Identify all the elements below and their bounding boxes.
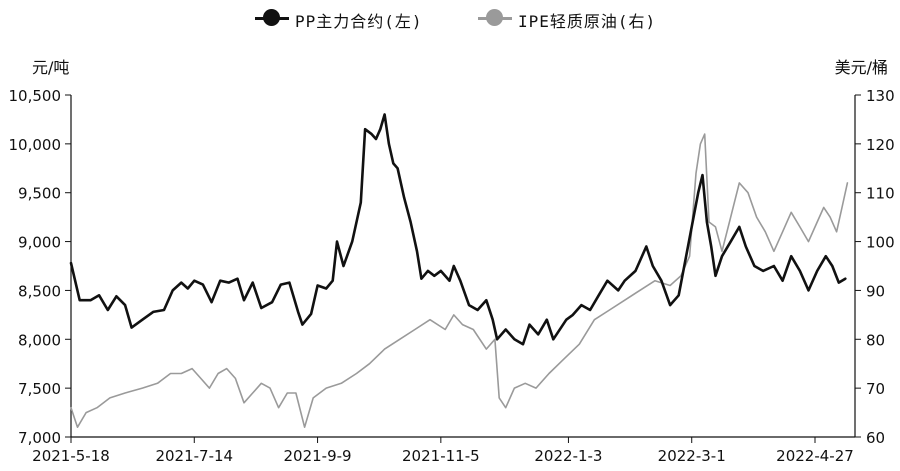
chart-legend: PP主力合约(左) IPE轻质原油(右): [0, 6, 900, 31]
x-tick-label: 2022-1-3: [534, 447, 602, 465]
y-right-tick-label: 70: [866, 380, 885, 398]
y-left-tick-label: 10,000: [9, 136, 62, 154]
legend-item-ipe: IPE轻质原油(右): [478, 6, 698, 31]
x-tick-label: 2021-11-5: [402, 447, 480, 465]
y-right-tick-label: 100: [866, 234, 895, 252]
chart-plot-area: [69, 113, 849, 428]
series-line-ipe: [70, 133, 849, 428]
y-left-tick-label: 9,000: [18, 234, 61, 252]
y-left-tick-label: 8,500: [18, 282, 61, 300]
y-left-tick-label: 8,000: [18, 331, 61, 349]
x-tick-label: 2022-3-1: [658, 447, 726, 465]
legend-label-ipe: IPE轻质原油(右): [518, 12, 657, 31]
y-right-tick-label: 60: [866, 429, 885, 447]
y-right-tick-label: 90: [866, 282, 885, 300]
y-left-unit-label: 元/吨: [32, 58, 70, 77]
legend-label-pp: PP主力合约(左): [295, 12, 423, 31]
y-left-tick-label: 10,500: [9, 87, 62, 105]
legend-dot-ipe: [486, 9, 503, 26]
series-line-pp: [69, 113, 847, 346]
y-right-tick-label: 130: [866, 87, 895, 105]
legend-item-pp: PP主力合约(左): [255, 6, 455, 31]
y-left-tick-label: 7,000: [18, 429, 61, 447]
y-left-tick-label: 7,500: [18, 380, 61, 398]
x-tick-label: 2021-5-18: [32, 447, 110, 465]
y-right-tick-label: 80: [866, 331, 885, 349]
y-right-tick-label: 120: [866, 136, 895, 154]
legend-dot-pp: [263, 9, 280, 26]
y-right-tick-label: 110: [866, 185, 895, 203]
x-tick-label: 2021-7-14: [155, 447, 233, 465]
y-right-unit-label: 美元/桶: [834, 58, 888, 77]
x-tick-label: 2021-9-9: [284, 447, 352, 465]
y-left-tick-label: 9,500: [18, 185, 61, 203]
x-tick-label: 2022-4-27: [776, 447, 854, 465]
